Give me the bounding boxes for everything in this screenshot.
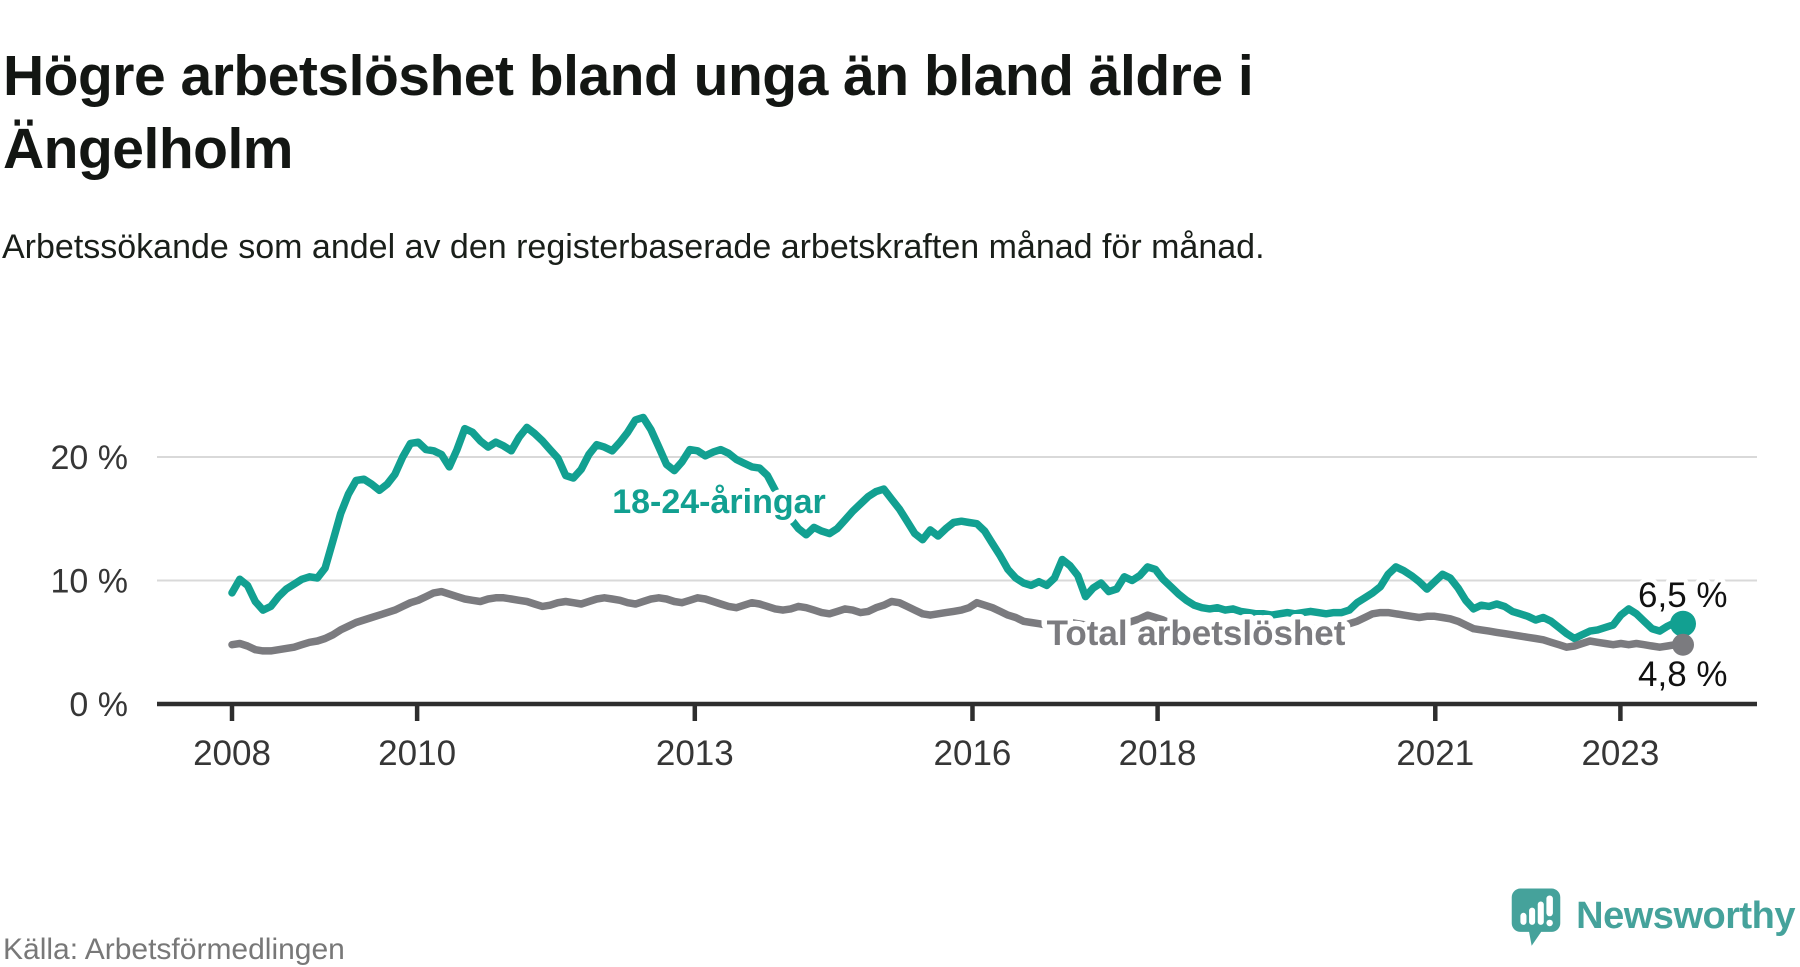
x-axis-label: 2023 bbox=[1581, 734, 1659, 773]
x-axis-label: 2008 bbox=[193, 734, 271, 773]
y-axis-label: 0 % bbox=[69, 686, 128, 724]
y-axis-label: 10 % bbox=[51, 563, 129, 601]
newsworthy-logo-icon bbox=[1511, 888, 1561, 946]
brand-name: Newsworthy bbox=[1576, 895, 1795, 937]
x-axis-label: 2018 bbox=[1119, 734, 1197, 773]
source-note: Källa: Arbetsförmedlingen bbox=[3, 933, 345, 966]
page-subtitle: Arbetssökande som andel av den registerb… bbox=[2, 228, 1265, 266]
series-label-youth: 18-24-åringar bbox=[612, 483, 826, 521]
y-axis-label: 20 % bbox=[51, 439, 129, 477]
endpoint-dot-youth bbox=[1670, 610, 1696, 637]
logo-bar-medium bbox=[1529, 907, 1536, 925]
value-label-total: 4,8 % bbox=[1638, 655, 1728, 694]
x-axis-label: 2021 bbox=[1396, 734, 1474, 773]
series-line-youth bbox=[228, 413, 1687, 643]
endpoint-dot-total bbox=[1672, 633, 1694, 656]
brand-footer: Newsworthy bbox=[1510, 884, 1795, 948]
x-axis-label: 2016 bbox=[934, 734, 1012, 773]
series-label-total: Total arbetslöshet bbox=[1047, 614, 1346, 653]
logo-speech-bubble bbox=[1511, 888, 1561, 946]
x-axis-label: 2013 bbox=[656, 734, 734, 773]
logo-exclamation-dot bbox=[1546, 919, 1554, 927]
logo-exclamation-bar bbox=[1546, 895, 1554, 917]
x-axis-label: 2010 bbox=[378, 734, 456, 773]
value-label-youth: 6,5 % bbox=[1638, 576, 1728, 615]
page-title: Högre arbetslöshet bland unga än bland ä… bbox=[3, 44, 1254, 182]
series-line-total bbox=[228, 587, 1687, 655]
logo-bar-small bbox=[1520, 912, 1527, 925]
logo-bar-large bbox=[1537, 901, 1544, 925]
